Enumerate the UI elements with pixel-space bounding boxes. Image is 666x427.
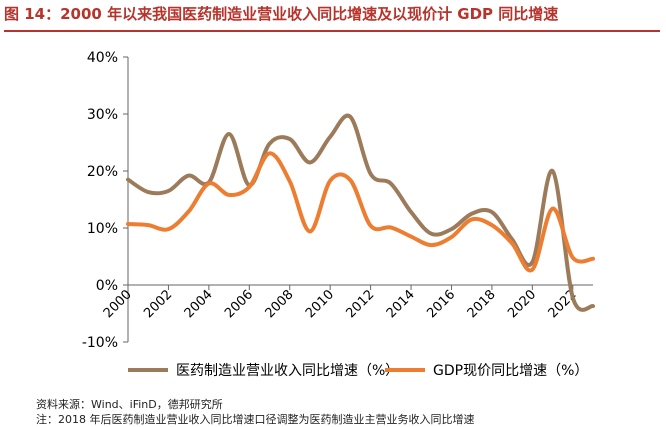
y-tick-label: 20% bbox=[87, 164, 118, 180]
x-tick-label: 2004 bbox=[182, 287, 216, 321]
footnote: 注：2018 年后医药制造业营业收入同比增速口径调整为医药制造业主营业务收入同比… bbox=[36, 413, 475, 426]
series-line-1 bbox=[126, 113, 595, 312]
series-layer bbox=[126, 113, 595, 312]
y-tick-label: -10% bbox=[82, 335, 118, 351]
x-tick-label: 2008 bbox=[263, 287, 297, 321]
y-axis: 40% 30% 20% 10% 0% -10% bbox=[82, 50, 129, 351]
x-tick-label: 2016 bbox=[424, 287, 458, 321]
legend-label-1: 医药制造业营业收入同比增速（%） bbox=[176, 363, 399, 379]
series-line-2 bbox=[126, 151, 595, 273]
x-tick-label: 2002 bbox=[141, 287, 175, 321]
x-tick-label: 2010 bbox=[303, 287, 337, 321]
x-tick-label: 2006 bbox=[222, 287, 256, 321]
legend: 医药制造业营业收入同比增速（%） GDP现价同比增速（%） bbox=[128, 363, 588, 379]
x-tick-label: 2012 bbox=[343, 287, 377, 321]
y-tick-label: 30% bbox=[87, 107, 118, 123]
x-axis: 2000 2002 2004 2006 2008 2010 2012 2014 2016 2018… bbox=[101, 284, 593, 321]
source-note: 资料来源：Wind、iFinD，德邦研究所 bbox=[36, 398, 223, 411]
y-tick-label: 0% bbox=[96, 278, 118, 294]
y-tick-label: 10% bbox=[87, 221, 118, 237]
legend-label-2: GDP现价同比增速（%） bbox=[433, 363, 588, 379]
x-tick-label: 2018 bbox=[465, 287, 499, 321]
x-tick-label: 2014 bbox=[384, 287, 418, 321]
figure-title: 图 14：2000 年以来我国医药制造业营业收入同比增速及以现价计 GDP 同比… bbox=[4, 2, 660, 32]
y-tick-label: 40% bbox=[87, 50, 118, 66]
line-chart: 40% 30% 20% 10% 0% -10% 2000 2002 2004 2006 2008 2… bbox=[82, 50, 595, 379]
x-tick-label: 2020 bbox=[505, 287, 539, 321]
